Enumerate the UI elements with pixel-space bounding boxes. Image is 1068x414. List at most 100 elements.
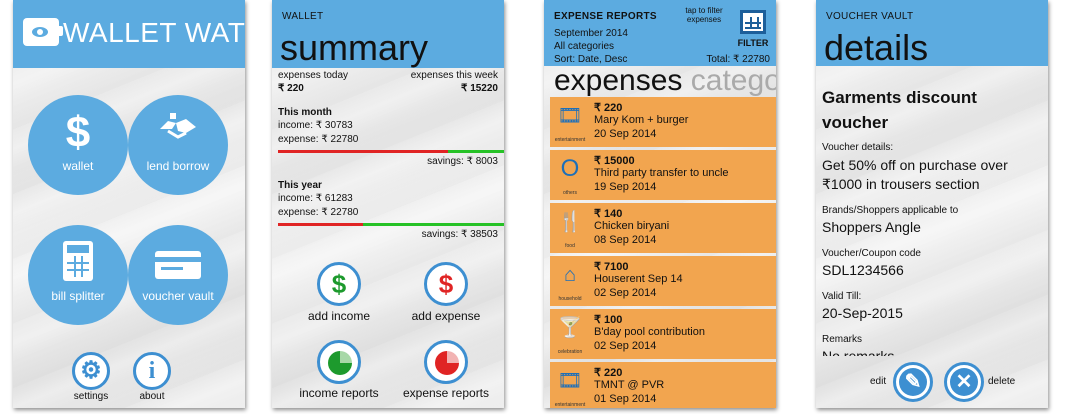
expense-date: 08 Sep 2014 xyxy=(594,234,657,246)
remarks-label: Remarks xyxy=(822,334,863,345)
expense-reports-button[interactable] xyxy=(424,340,468,384)
remarks-value: No remarks xyxy=(822,348,895,356)
add-expense-button[interactable]: $ xyxy=(424,262,468,306)
pencil-icon: ✎ xyxy=(899,368,927,396)
film-icon: 🎞 entertainment xyxy=(553,101,587,143)
category-label: household xyxy=(558,296,582,302)
filter-label: FILTER xyxy=(737,38,769,48)
delete-label: delete xyxy=(988,376,1016,387)
remarks-clip: No remarks xyxy=(816,346,1048,356)
calendar-icon xyxy=(740,10,766,34)
category-label: celebration xyxy=(557,349,583,355)
month-savings-bar xyxy=(278,150,504,153)
edit-label: edit xyxy=(870,376,887,387)
wallet-tile[interactable]: $ wallet xyxy=(28,95,128,195)
home-header: WALLET WATCH xyxy=(13,0,245,68)
income-dollar-icon: $ xyxy=(331,269,347,299)
pivot-categories[interactable]: catego xyxy=(690,64,776,97)
expense-date: 02 Sep 2014 xyxy=(594,287,657,299)
settings-label: settings xyxy=(73,391,109,402)
expense-row[interactable]: 🎞 entertainment ₹ 220 TMNT @ PVR 01 Sep 2014 xyxy=(550,362,776,408)
expense-amount: ₹ 140 xyxy=(594,208,623,220)
expense-description: Houserent Sep 14 xyxy=(594,273,683,285)
fork-knife-icon: 🍴 food xyxy=(553,207,587,249)
about-button[interactable]: i xyxy=(133,352,171,390)
expenses-today-value: ₹ 220 xyxy=(278,83,304,94)
category-label: food xyxy=(565,243,575,249)
app-caption: VOUCHER VAULT xyxy=(826,11,914,22)
brands-value: Shoppers Angle xyxy=(822,219,921,235)
filter-hint: tap to filter expenses xyxy=(685,6,723,24)
expense-date: 01 Sep 2014 xyxy=(594,393,657,405)
pivot-expenses[interactable]: expenses xyxy=(554,64,683,97)
wallet-logo-icon xyxy=(23,18,63,46)
add-income-button[interactable]: $ xyxy=(317,262,361,306)
expense-row[interactable]: 🎞 entertainment ₹ 220 Mary Kom + burger 20 S… xyxy=(550,97,776,147)
expense-row[interactable]: 🍴 food ₹ 140 Chicken biryani 08 Sep 2014 xyxy=(550,203,776,253)
expenses-week-value: ₹ 15220 xyxy=(461,83,498,94)
settings-button[interactable]: ⚙ xyxy=(72,352,110,390)
expense-amount: ₹ 100 xyxy=(594,314,623,326)
income-reports-label: income reports xyxy=(299,386,379,400)
month-expense: expense: ₹ 22780 xyxy=(278,134,359,145)
add-income-label: add income xyxy=(307,309,371,323)
house-icon: ⌂ household xyxy=(553,260,587,302)
expense-date: 20 Sep 2014 xyxy=(594,128,657,140)
expense-description: Chicken biryani xyxy=(594,220,670,232)
bill-splitter-tile-label: bill splitter xyxy=(51,289,105,303)
expense-row[interactable]: 🍸 celebration ₹ 100 B'day pool contribution… xyxy=(550,309,776,359)
pivot-header: expenses catego xyxy=(554,64,776,98)
valid-label: Valid Till: xyxy=(822,291,862,302)
card-icon xyxy=(128,241,228,284)
category-label: entertainment xyxy=(554,402,586,408)
app-caption: WALLET xyxy=(282,11,324,22)
delete-button[interactable]: ✕ xyxy=(944,362,984,402)
code-value: SDL1234566 xyxy=(822,262,904,278)
page-title: details xyxy=(824,27,929,68)
summary-header: WALLET summary xyxy=(272,0,504,68)
voucher-name: Garments discount voucher xyxy=(822,88,977,132)
expense-row[interactable]: ⌂ household ₹ 7100 Houserent Sep 14 02 Sep 2… xyxy=(550,256,776,306)
year-savings: savings: ₹ 38503 xyxy=(421,229,498,240)
month-heading: This month xyxy=(278,107,332,118)
app-caption: EXPENSE REPORTS xyxy=(554,11,657,22)
add-expense-label: add expense xyxy=(411,309,481,323)
category-label: others xyxy=(563,190,577,196)
voucher-vault-tile[interactable]: voucher vault xyxy=(128,225,228,325)
code-label: Voucher/Coupon code xyxy=(822,248,921,259)
expense-amount: ₹ 15000 xyxy=(594,155,635,167)
year-expense: expense: ₹ 22780 xyxy=(278,207,359,218)
close-icon: ✕ xyxy=(950,368,978,396)
year-savings-bar xyxy=(278,223,504,226)
sort-text: Sort: Date, Desc xyxy=(554,54,628,65)
details-value: Get 50% off on purchase over ₹1000 in tr… xyxy=(822,157,1008,192)
about-label: about xyxy=(139,391,165,402)
handshake-icon xyxy=(128,111,228,150)
year-income: income: ₹ 61283 xyxy=(278,193,353,204)
expense-reports-screen: EXPENSE REPORTS September 2014 All categ… xyxy=(544,0,776,408)
expense-description: TMNT @ PVR xyxy=(594,379,665,391)
expenses-today-label: expenses today xyxy=(278,70,349,81)
lend-borrow-tile[interactable]: lend borrow xyxy=(128,95,228,195)
calculator-icon xyxy=(28,241,128,286)
cocktail-icon: 🍸 celebration xyxy=(553,313,587,355)
home-screen: WALLET WATCH $ wallet lend borrow bill s… xyxy=(13,0,245,408)
edit-button[interactable]: ✎ xyxy=(893,362,933,402)
voucher-details-screen: VOUCHER VAULT details Garments discount … xyxy=(816,0,1048,408)
gear-icon: ⚙ xyxy=(80,357,102,384)
valid-value: 20-Sep-2015 xyxy=(822,305,903,321)
lend-borrow-tile-label: lend borrow xyxy=(146,159,210,173)
filter-button[interactable]: FILTER xyxy=(734,8,772,48)
year-heading: This year xyxy=(278,180,322,191)
income-reports-button[interactable] xyxy=(317,340,361,384)
page-title: summary xyxy=(280,27,429,68)
period-text: September 2014 xyxy=(554,28,628,39)
brands-label: Brands/Shoppers applicable to xyxy=(822,205,959,216)
expense-dollar-icon: $ xyxy=(438,269,454,299)
reports-header: EXPENSE REPORTS September 2014 All categ… xyxy=(544,0,776,66)
total-text: Total: ₹ 22780 xyxy=(706,54,770,65)
expense-description: Mary Kom + burger xyxy=(594,114,689,126)
categories-text: All categories xyxy=(554,41,615,52)
bill-splitter-tile[interactable]: bill splitter xyxy=(28,225,128,325)
